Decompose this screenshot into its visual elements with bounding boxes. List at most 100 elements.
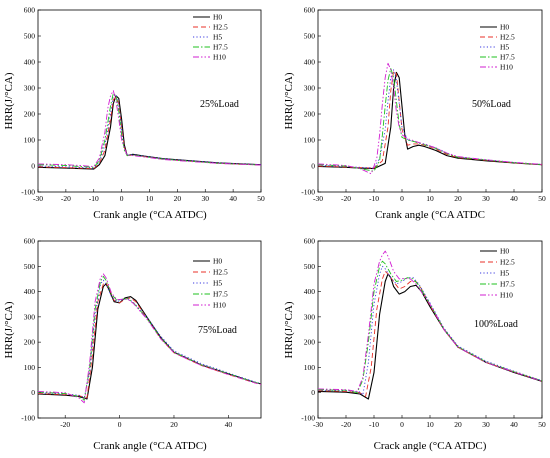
legend-label: H0 bbox=[500, 247, 509, 256]
x-tick-label: -30 bbox=[313, 420, 323, 429]
x-tick-label: 0 bbox=[118, 420, 122, 429]
legend-label: H2.5 bbox=[500, 258, 515, 267]
legend-label: H5 bbox=[213, 279, 222, 288]
y-tick-label: 100 bbox=[304, 136, 316, 145]
load-annotation: 75%Load bbox=[198, 325, 237, 336]
series-line-H5 bbox=[318, 69, 542, 169]
x-tick-label: 30 bbox=[202, 194, 210, 203]
x-tick-label: 40 bbox=[510, 420, 518, 429]
y-tick-label: 600 bbox=[24, 6, 36, 15]
x-tick-label: 40 bbox=[225, 420, 233, 429]
x-tick-label: -20 bbox=[61, 194, 71, 203]
legend-label: H2.5 bbox=[213, 268, 228, 277]
series-line-H7-5 bbox=[318, 68, 542, 172]
legend-label: H10 bbox=[213, 53, 226, 62]
y-tick-label: -100 bbox=[301, 188, 315, 197]
y-axis-title: HRR(J/°CA) bbox=[3, 72, 15, 129]
y-tick-label: 100 bbox=[24, 363, 36, 372]
y-tick-label: 200 bbox=[304, 110, 316, 119]
y-tick-label: 200 bbox=[24, 338, 36, 347]
chart-panel-3: -20 0 20 40 -100 0 100 200 300 400 500 600 Crank ang… bbox=[3, 237, 262, 452]
x-axis-title: Crank angle (°CA ATDC) bbox=[93, 209, 207, 221]
legend-label: H10 bbox=[500, 63, 513, 72]
y-tick-label: 0 bbox=[311, 388, 315, 397]
y-tick-label: -100 bbox=[21, 414, 35, 423]
x-tick-label: -20 bbox=[341, 420, 351, 429]
x-tick-label: -10 bbox=[369, 194, 379, 203]
series-lines bbox=[38, 273, 261, 404]
y-axis-title: HRR(J/°CA) bbox=[283, 72, 295, 129]
x-tick-label: 50 bbox=[538, 194, 546, 203]
legend-label: H5 bbox=[213, 33, 222, 42]
series-lines bbox=[318, 250, 542, 400]
y-tick-label: 600 bbox=[304, 237, 316, 246]
series-line-H10 bbox=[318, 62, 542, 175]
legend-label: H7.5 bbox=[500, 280, 515, 289]
y-tick-label: 200 bbox=[24, 110, 36, 119]
series-line-H10 bbox=[38, 273, 261, 404]
series-line-H10 bbox=[318, 250, 542, 392]
x-tick-label: 50 bbox=[538, 420, 546, 429]
x-tick-label: 50 bbox=[257, 194, 265, 203]
y-tick-label: -100 bbox=[301, 414, 315, 423]
series-line-H5 bbox=[38, 94, 261, 169]
chart-panel-4: -30 -20 -10 0 10 20 30 40 50-1000100200300400500… bbox=[283, 237, 546, 453]
legend-label: H0 bbox=[213, 13, 222, 22]
x-axis-title: Crank angle (°CA ATDC bbox=[375, 209, 485, 221]
chart-panel-1: -30 -20 -10 0 10 20 30 40 50-1000100200300400500… bbox=[3, 6, 265, 222]
y-tick-label: 300 bbox=[24, 312, 36, 321]
x-axis-title: Crank angle (°CA ATDC) bbox=[93, 440, 207, 452]
y-axis-title: HRR(J/°CA) bbox=[283, 301, 295, 358]
x-tick-label: 20 bbox=[454, 194, 462, 203]
legend-label: H7.5 bbox=[213, 43, 228, 52]
legend-label: H5 bbox=[500, 269, 509, 278]
series-lines bbox=[318, 62, 542, 175]
x-tick-label: 10 bbox=[426, 194, 434, 203]
y-tick-label: -100 bbox=[21, 188, 35, 197]
legend-label: H10 bbox=[500, 291, 513, 300]
y-tick-label: 100 bbox=[304, 363, 316, 372]
y-tick-label: 600 bbox=[24, 237, 36, 246]
x-tick-label: 10 bbox=[146, 194, 154, 203]
series-line-H2-5 bbox=[38, 282, 261, 399]
x-axis-title: Crack angle (°CA ATDC) bbox=[374, 440, 487, 452]
y-tick-label: 500 bbox=[304, 32, 316, 41]
series-line-H0 bbox=[38, 95, 261, 170]
x-tick-label: 0 bbox=[400, 420, 404, 429]
legend-label: H7.5 bbox=[213, 290, 228, 299]
y-tick-label: 0 bbox=[31, 388, 35, 397]
y-tick-label: 300 bbox=[24, 84, 36, 93]
series-line-H0 bbox=[318, 71, 542, 170]
y-tick-label: 0 bbox=[311, 162, 315, 171]
legend-label: H2.5 bbox=[213, 23, 228, 32]
x-tick-label: -10 bbox=[89, 194, 99, 203]
legend-label: H7.5 bbox=[500, 53, 515, 62]
y-tick-label: 300 bbox=[304, 84, 316, 93]
y-tick-label: 200 bbox=[304, 338, 316, 347]
legend-label: H2.5 bbox=[500, 33, 515, 42]
load-annotation: 100%Load bbox=[474, 319, 518, 330]
x-tick-label: -20 bbox=[341, 194, 351, 203]
y-tick-label: 400 bbox=[304, 287, 316, 296]
x-tick-label: 20 bbox=[170, 420, 178, 429]
x-tick-label: 40 bbox=[229, 194, 237, 203]
x-tick-label: 40 bbox=[510, 194, 518, 203]
y-axis-title: HRR(J/°CA) bbox=[3, 301, 15, 358]
series-line-H0 bbox=[38, 283, 261, 400]
x-tick-label: 30 bbox=[482, 194, 490, 203]
y-tick-label: 400 bbox=[304, 58, 316, 67]
y-tick-label: 500 bbox=[304, 262, 316, 271]
x-tick-label: 20 bbox=[174, 194, 182, 203]
series-line-H2-5 bbox=[318, 70, 542, 169]
legend-label: H5 bbox=[500, 43, 509, 52]
x-tick-label: -30 bbox=[313, 194, 323, 203]
x-tick-label: 30 bbox=[482, 420, 490, 429]
y-tick-label: 500 bbox=[24, 32, 36, 41]
x-tick-label: 20 bbox=[454, 420, 462, 429]
load-annotation: 50%Load bbox=[472, 99, 511, 110]
chart-panel-2: -30 -20 -10 0 10 20 30 40 50-1000100200300400500… bbox=[283, 6, 546, 222]
